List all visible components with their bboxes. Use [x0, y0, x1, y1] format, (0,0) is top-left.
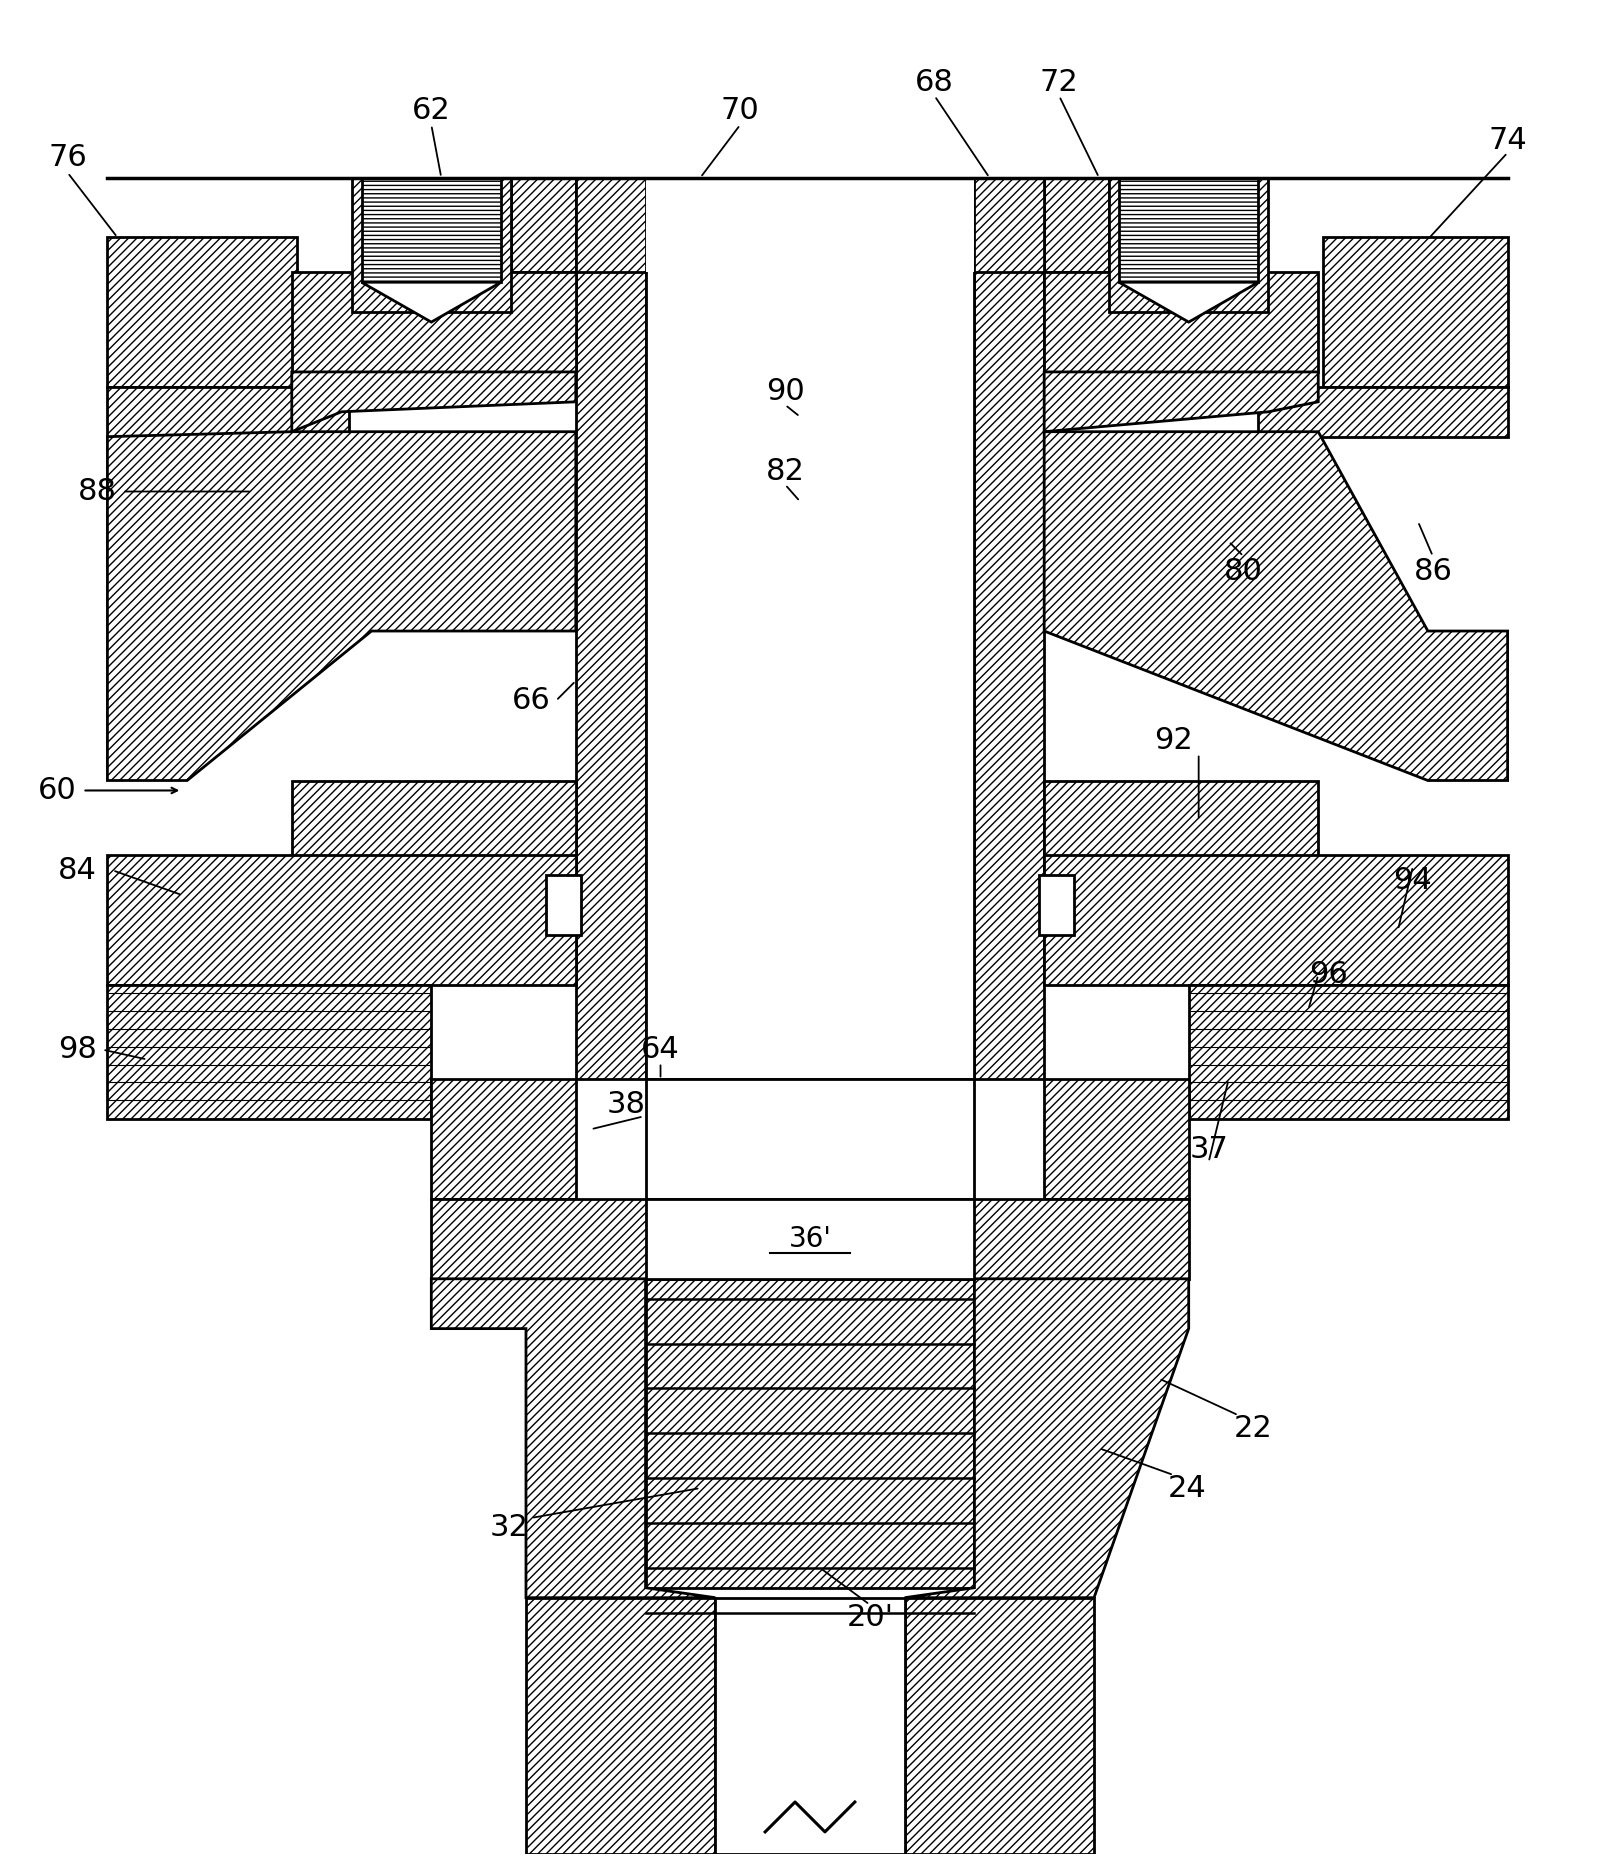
Text: 60: 60	[39, 776, 78, 804]
Polygon shape	[292, 780, 575, 895]
Polygon shape	[645, 178, 975, 1079]
Polygon shape	[292, 371, 575, 431]
Text: 72: 72	[1040, 69, 1079, 97]
Polygon shape	[1045, 273, 1319, 371]
Text: 24: 24	[1168, 1474, 1205, 1502]
Text: 64: 64	[642, 1034, 680, 1064]
Polygon shape	[352, 178, 510, 312]
Text: 92: 92	[1155, 726, 1192, 756]
Text: 66: 66	[512, 687, 551, 715]
Polygon shape	[1045, 178, 1110, 273]
Polygon shape	[975, 178, 1045, 1079]
Polygon shape	[645, 1079, 975, 1200]
Polygon shape	[1110, 178, 1268, 312]
Text: 94: 94	[1393, 865, 1432, 895]
Text: 96: 96	[1309, 960, 1348, 990]
Text: 82: 82	[766, 457, 805, 487]
Text: 68: 68	[915, 69, 954, 97]
Polygon shape	[510, 178, 575, 273]
Polygon shape	[575, 178, 1045, 273]
Text: 20': 20'	[846, 1603, 893, 1632]
Text: 62: 62	[411, 97, 450, 124]
Polygon shape	[361, 178, 501, 282]
Polygon shape	[1324, 238, 1508, 386]
Polygon shape	[107, 984, 431, 1120]
Text: 37: 37	[1189, 1135, 1228, 1164]
Polygon shape	[1045, 371, 1319, 431]
Polygon shape	[431, 1200, 1189, 1279]
Polygon shape	[645, 1200, 975, 1279]
Polygon shape	[3, 4, 1617, 1853]
Polygon shape	[575, 178, 645, 1079]
Polygon shape	[904, 1597, 1094, 1853]
Polygon shape	[1119, 282, 1259, 321]
Polygon shape	[526, 1597, 716, 1853]
Polygon shape	[431, 1079, 575, 1200]
Text: 70: 70	[721, 97, 760, 124]
Polygon shape	[1259, 386, 1508, 436]
Polygon shape	[361, 282, 501, 321]
Polygon shape	[292, 273, 575, 371]
Polygon shape	[1119, 178, 1259, 282]
Text: 86: 86	[1413, 557, 1452, 585]
Polygon shape	[645, 1279, 975, 1588]
Text: 80: 80	[1225, 557, 1264, 585]
Polygon shape	[1045, 780, 1319, 895]
Text: 36': 36'	[789, 1226, 831, 1253]
Text: 76: 76	[49, 143, 87, 173]
Polygon shape	[1189, 984, 1508, 1120]
Polygon shape	[904, 1279, 1189, 1597]
Polygon shape	[716, 1597, 904, 1853]
Text: 22: 22	[1234, 1413, 1273, 1443]
Polygon shape	[1038, 875, 1074, 934]
Text: 90: 90	[766, 377, 805, 407]
Text: 98: 98	[58, 1034, 97, 1064]
Polygon shape	[645, 178, 975, 273]
Polygon shape	[107, 386, 348, 436]
Text: 32: 32	[489, 1513, 528, 1543]
Text: 84: 84	[58, 856, 97, 884]
Polygon shape	[107, 238, 296, 386]
Polygon shape	[546, 875, 582, 934]
Text: 74: 74	[1489, 126, 1528, 156]
Polygon shape	[1045, 856, 1508, 984]
Polygon shape	[1045, 1079, 1189, 1200]
Text: 38: 38	[606, 1090, 645, 1120]
Polygon shape	[107, 431, 575, 780]
Polygon shape	[1045, 431, 1508, 780]
Polygon shape	[431, 1279, 716, 1597]
Text: 88: 88	[78, 477, 117, 505]
Polygon shape	[645, 178, 975, 1079]
Polygon shape	[107, 856, 575, 984]
